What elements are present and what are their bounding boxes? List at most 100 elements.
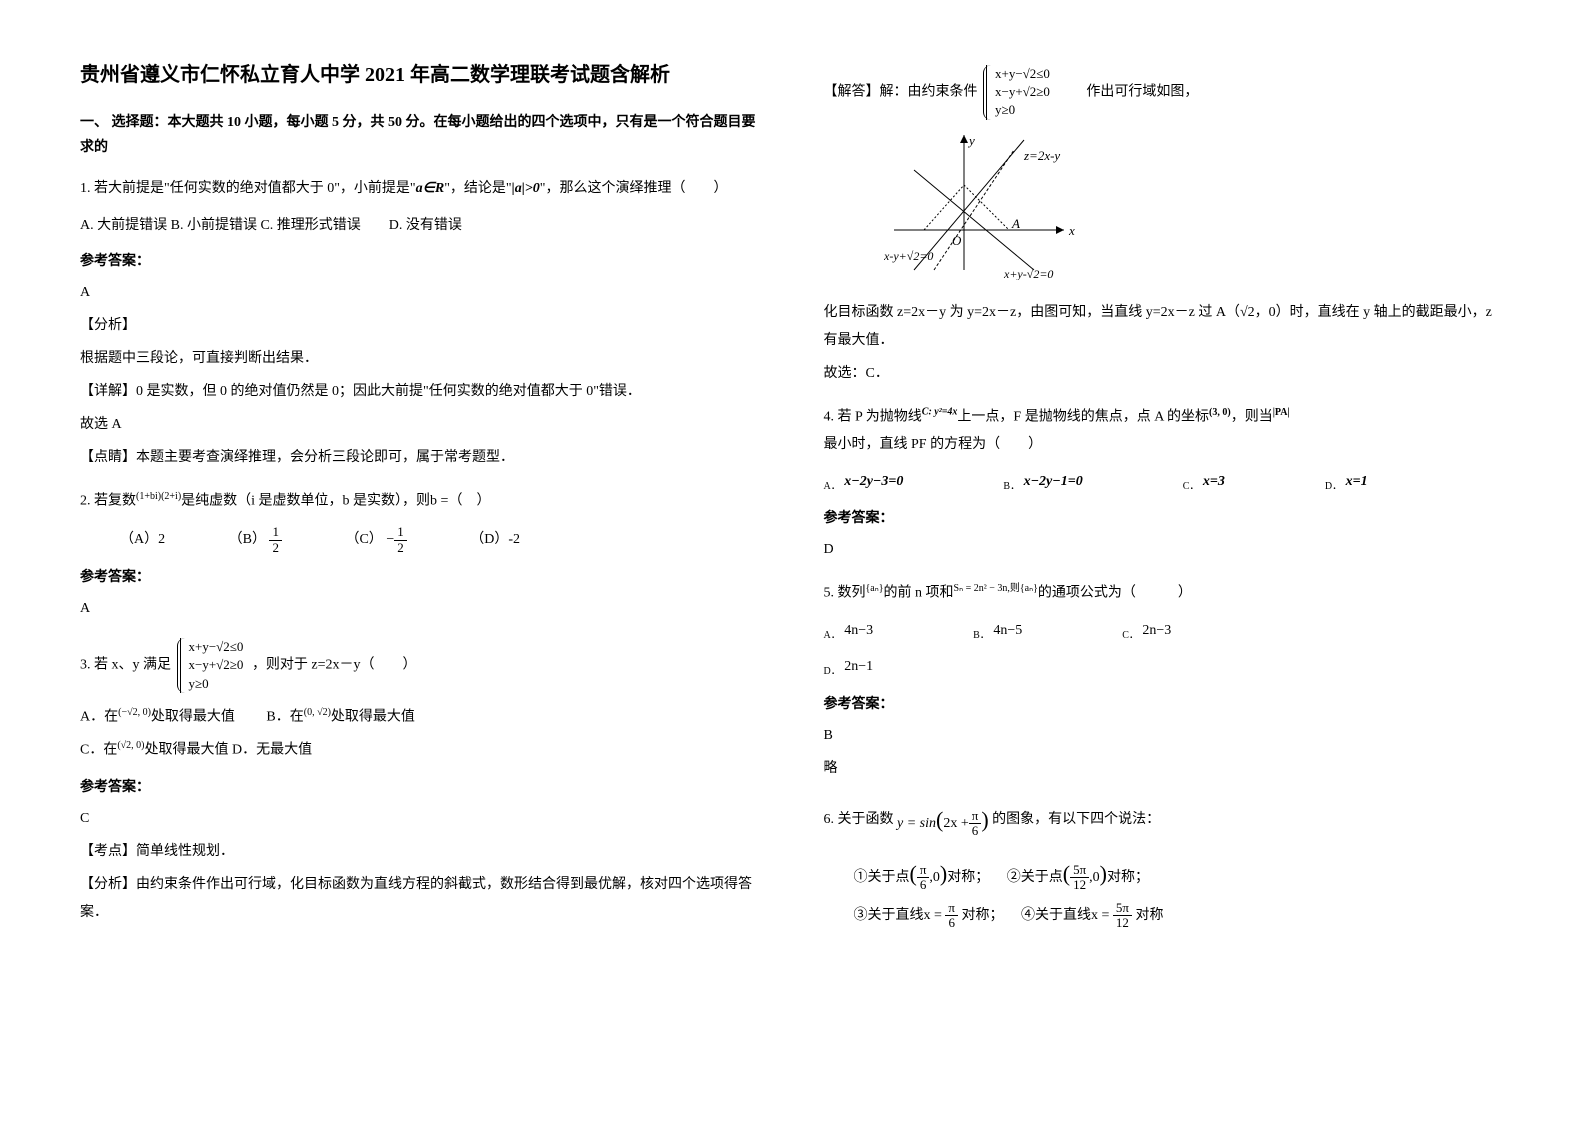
q1-select: 故选 A bbox=[80, 411, 764, 439]
solve-constraints: x+y−√2≤0 x−y+√2≥0 y≥0 bbox=[986, 65, 1050, 120]
q4-answer: D bbox=[824, 536, 1508, 564]
q3-optA-math: (−√2, 0) bbox=[118, 707, 151, 718]
q1-text-mid: "，结论是" bbox=[444, 181, 511, 196]
q3-optD: D．无最大值 bbox=[232, 743, 312, 758]
q2-math1: (1+bi)(2+i) bbox=[136, 491, 181, 502]
q6-inner: 2x + bbox=[943, 816, 968, 831]
graph-svg: y x O A z=2x-y x-y+√2=0 x+y-√2=0 bbox=[884, 130, 1114, 280]
q1-detail-label: 【详解】 bbox=[80, 384, 136, 399]
q5-post: 的通项公式为（ ） bbox=[1038, 586, 1192, 601]
q2-optB: （B） 12 bbox=[229, 525, 282, 555]
solve-c3: y≥0 bbox=[995, 101, 1050, 119]
q6-s4-pre: ④关于直线 bbox=[1021, 908, 1091, 923]
q6-s4-den: 12 bbox=[1113, 916, 1132, 930]
q6-s4-num: 5π bbox=[1113, 901, 1132, 916]
q4-optC: C． x=3 bbox=[1183, 469, 1225, 496]
q5-optC-label: C． bbox=[1122, 630, 1139, 641]
q2-optB-label: （B） bbox=[229, 532, 266, 547]
q5-options-row1: A． 4n−3 B． 4n−5 C． 2n−3 bbox=[824, 618, 1508, 645]
q1-text-pre: 1. 若大前提是"任何实数的绝对值都大于 0"，小前提是" bbox=[80, 181, 416, 196]
q5-answer: B bbox=[824, 722, 1508, 750]
q3-answer-label: 参考答案： bbox=[80, 775, 764, 800]
q5-math1: {aₙ} bbox=[866, 583, 884, 594]
q5-optD-text: 2n−1 bbox=[844, 659, 873, 674]
q3-optA-post: 处取得最大值 bbox=[151, 709, 235, 724]
graph-line1-label: x-y+√2=0 bbox=[884, 249, 933, 263]
q2-text-mid: 是纯虚数（i 是虚数单位，b 是实数），则 bbox=[181, 493, 430, 508]
q6-s1-post: 对称； bbox=[947, 870, 989, 885]
q4-optD-text: x=1 bbox=[1346, 474, 1368, 489]
q2-text-pre: 2. 若复数 bbox=[80, 493, 136, 508]
q6-s2-num: 5π bbox=[1070, 863, 1089, 878]
section-header: 一、 选择题：本大题共 10 小题，每小题 5 分，共 50 分。在每小题给出的… bbox=[80, 110, 764, 160]
graph-x-label: x bbox=[1068, 223, 1075, 238]
q4-math3: |PA| bbox=[1273, 407, 1290, 418]
q5-optB: B． 4n−5 bbox=[973, 618, 1022, 645]
q3-optB-pre: B．在 bbox=[266, 709, 303, 724]
q2-answer-label: 参考答案： bbox=[80, 565, 764, 590]
q4-pre: 4. 若 P 为抛物线 bbox=[824, 409, 922, 424]
q6-s1-den: 6 bbox=[917, 878, 930, 892]
solve-para1-math: √2，0 bbox=[1240, 305, 1276, 320]
q5-pre: 5. 数列 bbox=[824, 586, 866, 601]
q3-kp: 【考点】简单线性规划． bbox=[80, 838, 764, 866]
q4-optA-text: x−2y−3=0 bbox=[844, 474, 903, 489]
q1-detail: 【详解】0 是实数，但 0 的绝对值仍然是 0；因此大前提"任何实数的绝对值都大… bbox=[80, 378, 764, 406]
graph-line2-label: x+y-√2=0 bbox=[1003, 267, 1053, 280]
q2-optC: （C） −12 bbox=[345, 525, 406, 555]
q6-s1-num: π bbox=[917, 863, 930, 878]
q5-answer-label: 参考答案： bbox=[824, 692, 1508, 717]
q4-optC-label: C． bbox=[1183, 481, 1200, 492]
q6-s2-zero: ,0 bbox=[1089, 870, 1100, 885]
q3-optC-post: 处取得最大值 bbox=[145, 743, 229, 758]
feasible-region-graph: y x O A z=2x-y x-y+√2=0 x+y-√2=0 bbox=[884, 130, 1508, 289]
q6-s1-zero: ,0 bbox=[929, 870, 940, 885]
question-5: 5. 数列{aₙ}的前 n 项和Sₙ = 2n² − 3n,则{aₙ}的通项公式… bbox=[824, 579, 1508, 608]
q4-optD: D． x=1 bbox=[1325, 469, 1368, 496]
q5-optA-label: A． bbox=[824, 630, 841, 641]
q3-analysis: 【分析】由约束条件作出可行域，化目标函数为直线方程的斜截式，数形结合得到最优解，… bbox=[80, 871, 764, 927]
q3-constraints: x+y−√2≤0 x−y+√2≥0 y≥0 bbox=[180, 638, 244, 693]
page-title: 贵州省遵义市仁怀私立育人中学 2021 年高二数学理联考试题含解析 bbox=[80, 60, 764, 90]
q6-s3-den: 6 bbox=[945, 916, 958, 930]
q6-s2-post: 对称； bbox=[1107, 870, 1149, 885]
q6-s2-pre: ②关于点 bbox=[1007, 870, 1063, 885]
solve-c2: x−y+√2≥0 bbox=[995, 83, 1050, 101]
q3-c2: x−y+√2≥0 bbox=[189, 656, 244, 674]
q6-pi6-den: 6 bbox=[969, 824, 982, 838]
q5-optA: A． 4n−3 bbox=[824, 618, 874, 645]
q3-opts-ab: A．在(−√2, 0)处取得最大值 B．在(0, √2)处取得最大值 bbox=[80, 703, 764, 732]
q3-opts-cd: C．在(√2, 0)处取得最大值 D．无最大值 bbox=[80, 736, 764, 765]
q2-answer: A bbox=[80, 595, 764, 623]
q3-optB-post: 处取得最大值 bbox=[331, 709, 415, 724]
q6-statements-12: ①关于点(π6,0)对称； ②关于点(5π12,0)对称； bbox=[824, 852, 1508, 896]
q5-optC: C． 2n−3 bbox=[1122, 618, 1171, 645]
solve-post: 作出可行域如图， bbox=[1058, 85, 1198, 100]
q5-optB-label: B． bbox=[973, 630, 990, 641]
question-3: 3. 若 x、y 满足 x+y−√2≤0 x−y+√2≥0 y≥0 ，则对于 z… bbox=[80, 638, 764, 693]
q4-optB: B． x−2y−1=0 bbox=[1003, 469, 1082, 496]
q4-optD-label: D． bbox=[1325, 481, 1342, 492]
q5-optA-text: 4n−3 bbox=[844, 623, 873, 638]
q2-frac2-num: 1 bbox=[394, 525, 407, 540]
q2-optA: （A）2 bbox=[120, 527, 165, 552]
question-1: 1. 若大前提是"任何实数的绝对值都大于 0"，小前提是"a∈R"，结论是"|a… bbox=[80, 175, 764, 203]
q3-analysis-label: 【分析】 bbox=[80, 877, 136, 892]
q1-analysis-label: 【分析】 bbox=[80, 312, 764, 340]
solve-c1: x+y−√2≤0 bbox=[995, 65, 1050, 83]
q1-options: A. 大前提错误 B. 小前提错误 C. 推理形式错误 D. 没有错误 bbox=[80, 213, 764, 238]
graph-o-label: O bbox=[952, 233, 962, 248]
q4-optC-text: x=3 bbox=[1203, 474, 1225, 489]
q2-neg: − bbox=[386, 532, 394, 547]
q6-s4-post: 对称 bbox=[1135, 908, 1163, 923]
q6-s4-x: x = bbox=[1091, 908, 1109, 923]
q6-statements-34: ③关于直线x = π6 对称； ④关于直线x = 5π12 对称 bbox=[824, 901, 1508, 931]
q3-analysis-text: 由约束条件作出可行域，化目标函数为直线方程的斜截式，数形结合得到最优解，核对四个… bbox=[80, 877, 752, 920]
q5-mid1: 的前 n 项和 bbox=[884, 586, 954, 601]
q2-frac2: 12 bbox=[394, 525, 407, 555]
q6-pre: 6. 关于函数 bbox=[824, 812, 894, 827]
q1-math1: a∈R bbox=[416, 181, 445, 196]
question-2: 2. 若复数(1+bi)(2+i)是纯虚数（i 是虚数单位，b 是实数），则b … bbox=[80, 487, 764, 516]
graph-z-label: z=2x-y bbox=[1023, 148, 1060, 163]
q4-optB-text: x−2y−1=0 bbox=[1024, 474, 1083, 489]
